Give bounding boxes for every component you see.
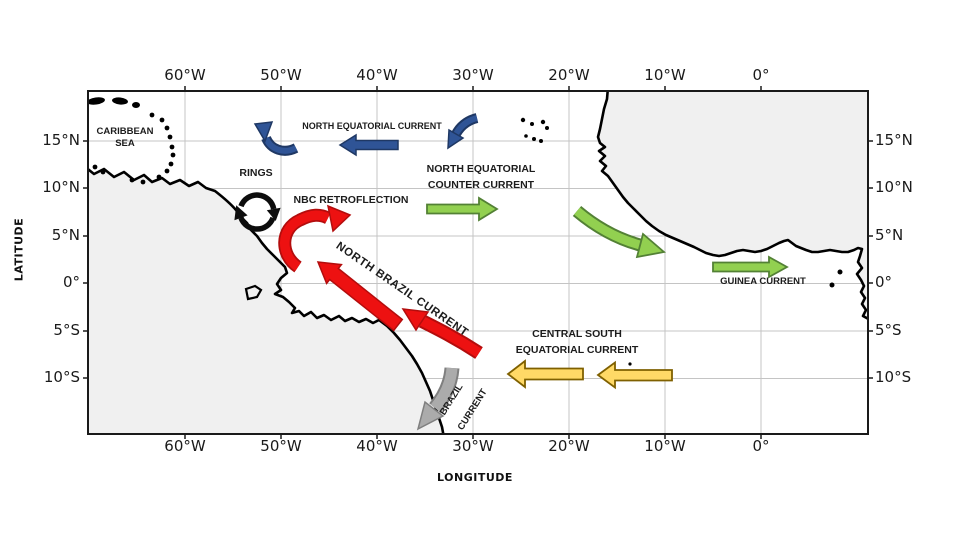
central-south-equatorial-current-arrows: [506, 359, 673, 390]
central-south-equatorial-current-label: CENTRAL SOUTH EQUATORIAL CURRENT: [498, 326, 656, 359]
x-tick-top-0: 0°: [752, 66, 770, 84]
y-tick-right-10n: 10°N: [875, 178, 913, 196]
caribbean-islands: [88, 97, 176, 185]
necc-label-line1: NORTH EQUATORIAL: [426, 163, 536, 175]
x-axis-title: LONGITUDE: [437, 471, 513, 484]
cape-verde-islands: [520, 117, 549, 143]
x-tick-top-50w: 50°W: [260, 66, 302, 84]
y-tick-right-10s: 10°S: [875, 368, 912, 386]
y-tick-left-10s: 10°S: [43, 368, 80, 386]
x-tick-bottom-10w: 10°W: [644, 437, 686, 455]
africa-landmass: [596, 91, 868, 321]
x-tick-bottom-30w: 30°W: [452, 437, 494, 455]
x-tick-top-10w: 10°W: [644, 66, 686, 84]
y-tick-left-5n: 5°N: [51, 226, 80, 244]
x-tick-bottom-0: 0°: [752, 437, 770, 455]
x-tick-bottom-60w: 60°W: [164, 437, 206, 455]
y-tick-left-10n: 10°N: [42, 178, 80, 196]
north-equatorial-current-label: NORTH EQUATORIAL CURRENT: [302, 121, 442, 131]
y-axis-title: LATITUDE: [12, 217, 26, 282]
guinea-current-label: GUINEA CURRENT: [720, 276, 806, 287]
gulf-of-guinea-islands: [628, 269, 843, 366]
nbc-retroflection-label: NBC RETROFLECTION: [293, 194, 409, 206]
y-tick-right-5s: 5°S: [875, 321, 902, 339]
y-tick-right-5n: 5°N: [875, 226, 904, 244]
x-tick-bottom-40w: 40°W: [356, 437, 398, 455]
caribbean-sea-label: CARIBBEAN SEA: [90, 126, 160, 150]
x-tick-top-30w: 30°W: [452, 66, 494, 84]
csec-label-line2: EQUATORIAL CURRENT: [515, 344, 639, 357]
axis-tick-marks: [83, 86, 873, 439]
y-tick-right-15n: 15°N: [875, 131, 913, 149]
caribbean-sea-line1: CARIBBEAN: [96, 126, 154, 137]
y-tick-left-0: 0°: [62, 273, 80, 291]
x-tick-bottom-50w: 50°W: [260, 437, 302, 455]
caribbean-sea-line2: SEA: [115, 137, 135, 149]
brazil-current-arrow: [416, 367, 460, 431]
x-tick-top-40w: 40°W: [356, 66, 398, 84]
x-tick-bottom-20w: 20°W: [548, 437, 590, 455]
plot-border: [87, 90, 869, 435]
x-tick-top-20w: 20°W: [548, 66, 590, 84]
necc-label-line2: COUNTER CURRENT: [427, 179, 535, 192]
trinidad-island: [244, 284, 263, 301]
south-america-landmass: [88, 167, 445, 434]
north-brazil-current-arrows: [278, 204, 483, 359]
rings-label: RINGS: [239, 167, 273, 179]
y-tick-left-15n: 15°N: [42, 131, 80, 149]
y-tick-left-5s: 5°S: [53, 321, 80, 339]
north-equatorial-current-arrows: [253, 113, 479, 157]
x-tick-top-60w: 60°W: [164, 66, 206, 84]
guinea-current-arrow: [712, 255, 789, 279]
y-tick-right-0: 0°: [875, 273, 893, 291]
nbc-rings-arrow: [234, 192, 281, 232]
north-equatorial-counter-current-label: NORTH EQUATORIAL COUNTER CURRENT: [404, 161, 558, 194]
csec-label-line1: CENTRAL SOUTH: [532, 328, 622, 340]
north-equatorial-counter-current-arrows: [426, 196, 667, 259]
